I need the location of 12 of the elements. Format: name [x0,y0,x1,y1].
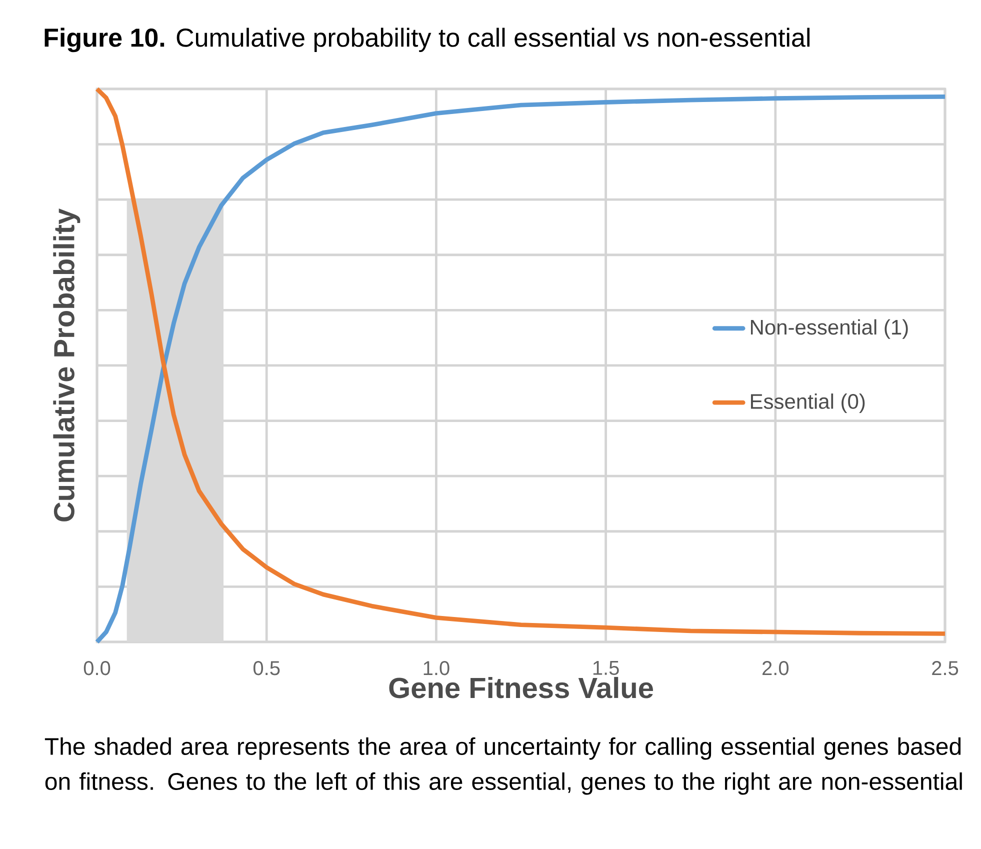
chart-title: Figure 10. Cumulative probability to call essential vs non-essential [44,28,810,52]
y-axis-title: Cumulative Probability [53,208,80,522]
x-tick-label: 2.5 [932,661,958,676]
x-tick-label: 1.0 [424,661,450,676]
x-tick-label: 0.0 [84,661,110,676]
legend-label: Essential (0) [750,393,865,414]
x-tick-label: 1.5 [593,661,619,675]
x-tick-label: 2.0 [762,661,789,676]
legend-label: Non-essential (1) [750,319,908,339]
x-tick-label: 0.5 [253,661,280,676]
text: The shaded area represents the area of uncertainty for calling essential genes based on fitness. Genes to the left of this are essential, genes to the right are non-essential [44,737,962,795]
x-axis-title: Gene Fitness Value [389,676,654,698]
